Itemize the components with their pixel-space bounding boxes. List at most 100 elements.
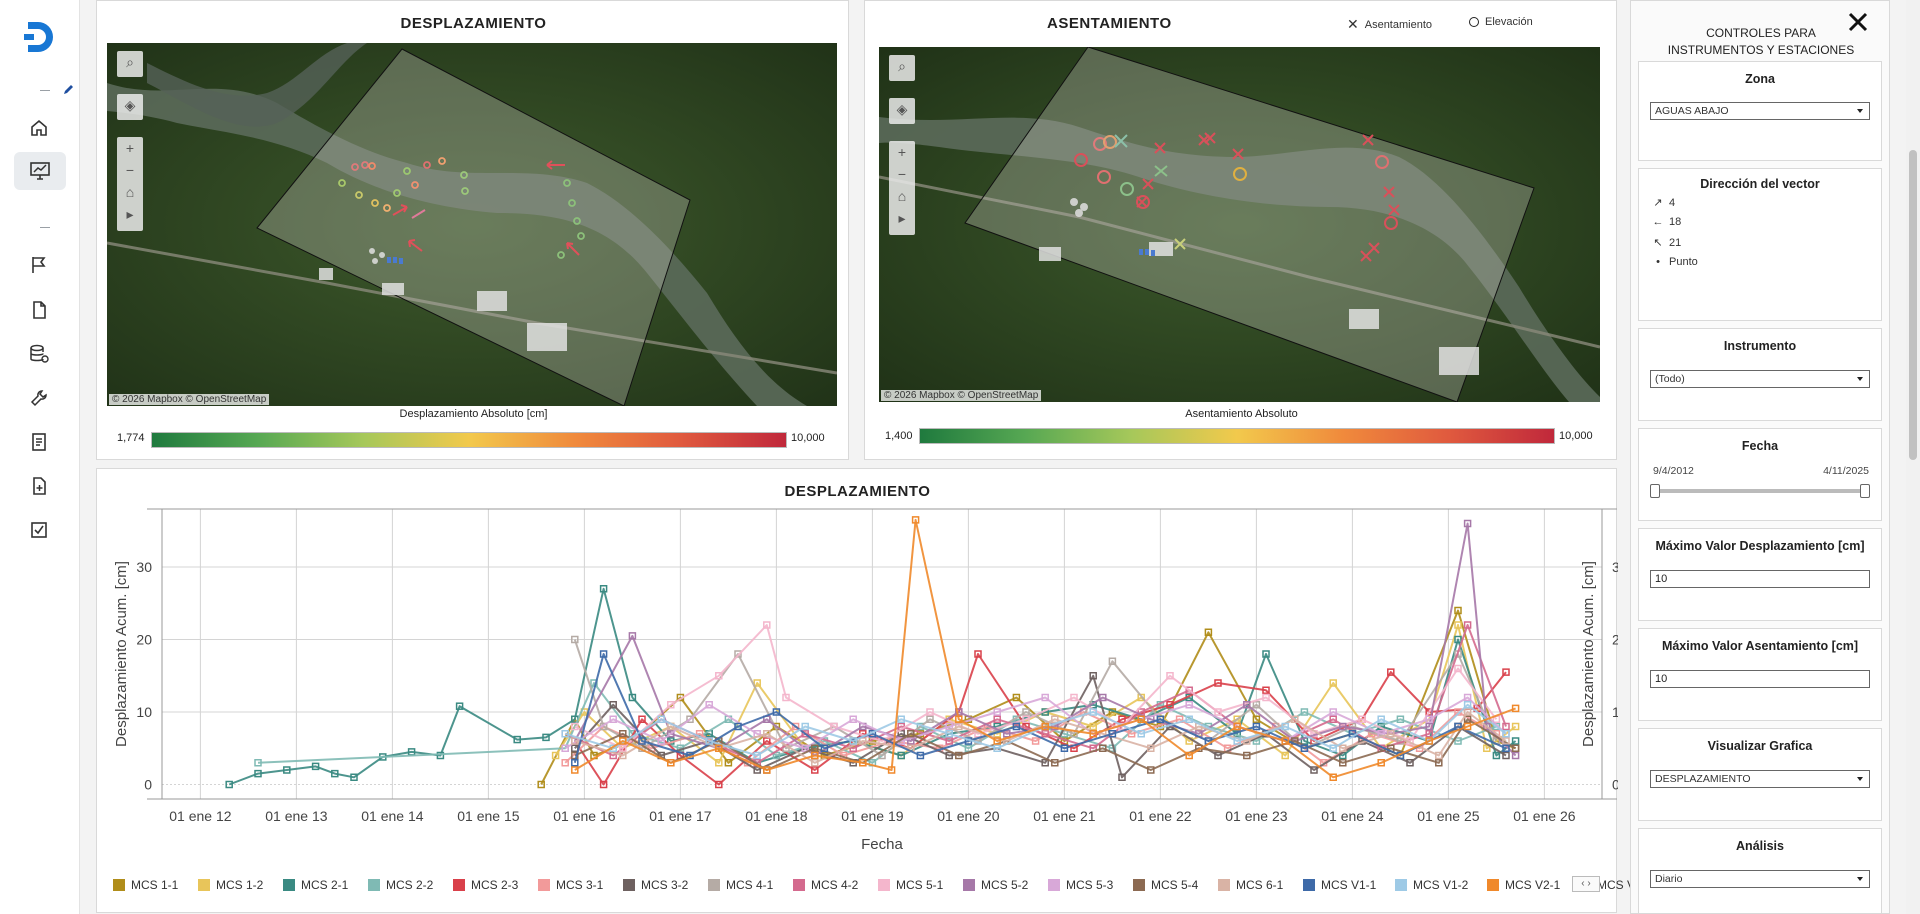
max-desplazamiento-input[interactable]: 10	[1650, 570, 1870, 588]
scrollbar-thumb[interactable]	[1909, 150, 1917, 460]
home-view-icon[interactable]: ⌂	[897, 188, 907, 204]
series-line-mcs-5-2[interactable]	[573, 522, 1517, 757]
data-point[interactable]	[1502, 744, 1510, 752]
data-point[interactable]	[542, 733, 550, 742]
data-point[interactable]	[1252, 715, 1261, 723]
data-point[interactable]	[1166, 701, 1174, 709]
data-point[interactable]	[887, 766, 896, 774]
legend-item[interactable]: MCS 1-2	[198, 878, 263, 892]
data-point[interactable]	[686, 715, 694, 723]
data-point[interactable]	[571, 722, 579, 731]
series-line-mcs-4-1[interactable]	[573, 639, 1498, 757]
data-point[interactable]	[1041, 759, 1049, 767]
data-point[interactable]	[350, 773, 358, 781]
data-point[interactable]	[1031, 737, 1040, 745]
data-point[interactable]	[955, 722, 963, 731]
legend-item[interactable]: MCS 3-1	[538, 878, 603, 892]
data-point[interactable]	[1377, 715, 1385, 723]
data-point[interactable]	[1233, 722, 1241, 731]
data-point[interactable]	[1358, 715, 1366, 723]
data-point[interactable]	[436, 751, 445, 760]
data-point[interactable]	[1291, 715, 1299, 723]
analisis-select[interactable]: Diario	[1650, 870, 1870, 888]
legend-item[interactable]: MCS 4-1	[708, 878, 773, 892]
data-point[interactable]	[571, 737, 579, 745]
data-point[interactable]	[724, 759, 733, 767]
data-point[interactable]	[1339, 759, 1347, 767]
data-point[interactable]	[1185, 751, 1193, 760]
data-point[interactable]	[734, 722, 742, 731]
zoom-out-icon[interactable]: −	[125, 162, 135, 178]
data-point[interactable]	[1425, 737, 1433, 745]
data-point[interactable]	[1022, 715, 1030, 723]
data-point[interactable]	[897, 715, 905, 723]
data-point[interactable]	[1233, 737, 1241, 745]
data-point[interactable]	[1137, 730, 1145, 738]
nav-flag[interactable]	[24, 250, 54, 280]
data-point[interactable]	[1463, 708, 1472, 716]
data-point[interactable]	[1463, 715, 1472, 723]
data-point[interactable]	[331, 769, 339, 778]
data-point[interactable]	[763, 766, 771, 774]
series-line-mcs-v2-1[interactable]	[574, 518, 1516, 779]
data-point[interactable]	[667, 701, 675, 709]
data-point[interactable]	[849, 715, 857, 723]
legend-item[interactable]: MCS 3-2	[623, 878, 688, 892]
data-point[interactable]	[1147, 744, 1155, 752]
data-point[interactable]	[455, 702, 464, 710]
data-point[interactable]	[619, 737, 627, 745]
visualizar-select[interactable]: DESPLAZAMIENTO	[1650, 770, 1870, 788]
data-point[interactable]	[1463, 621, 1472, 629]
data-point[interactable]	[667, 730, 675, 738]
data-point[interactable]	[1041, 722, 1049, 731]
data-point[interactable]	[1214, 751, 1222, 760]
data-point[interactable]	[801, 730, 809, 738]
data-point[interactable]	[1214, 708, 1222, 716]
data-point[interactable]	[753, 766, 761, 774]
data-point[interactable]	[254, 759, 262, 767]
data-point[interactable]	[1070, 693, 1078, 702]
map-search-button[interactable]: ⌕	[117, 51, 143, 77]
play-icon[interactable]: ▸	[898, 210, 906, 226]
map-search-button[interactable]: ⌕	[889, 55, 915, 81]
data-point[interactable]	[1243, 751, 1251, 760]
data-point[interactable]	[1511, 744, 1520, 752]
data-point[interactable]	[926, 715, 934, 723]
data-point[interactable]	[1233, 715, 1241, 723]
series-line-mcs-5-3[interactable]	[564, 696, 1507, 750]
data-point[interactable]	[1262, 686, 1270, 694]
data-point[interactable]	[1502, 722, 1510, 731]
legend-scroll-buttons[interactable]: ‹ ›	[1572, 876, 1600, 892]
data-point[interactable]	[1118, 773, 1126, 781]
data-point[interactable]	[916, 751, 925, 760]
series-line-mcs-2-2[interactable]	[257, 682, 1497, 764]
chevron-left-icon[interactable]: ‹	[1581, 878, 1585, 889]
data-point[interactable]	[1243, 701, 1251, 709]
data-point[interactable]	[513, 735, 521, 744]
legend-item[interactable]: MCS 2-3	[453, 878, 518, 892]
data-point[interactable]	[1329, 773, 1337, 781]
data-point[interactable]	[1377, 759, 1385, 767]
data-point[interactable]	[820, 744, 829, 752]
data-point[interactable]	[1454, 621, 1462, 629]
data-point[interactable]	[1329, 715, 1337, 723]
data-point[interactable]	[1511, 751, 1520, 760]
data-point[interactable]	[993, 715, 1001, 723]
data-point[interactable]	[811, 744, 819, 752]
data-point[interactable]	[715, 744, 723, 752]
data-point[interactable]	[1041, 693, 1049, 702]
data-point[interactable]	[1425, 722, 1433, 731]
data-point[interactable]	[1089, 672, 1097, 680]
data-point[interactable]	[1435, 759, 1443, 767]
data-point[interactable]	[1463, 701, 1472, 709]
data-point[interactable]	[1511, 704, 1520, 713]
data-point[interactable]	[599, 650, 608, 658]
chevron-right-icon[interactable]: ›	[1587, 878, 1591, 889]
series-line-mcs-v1-1[interactable]	[573, 653, 1507, 764]
data-point[interactable]	[849, 737, 857, 745]
map-asentamiento[interactable]: ⌕ ◈ + − ⌂ ▸ © 2026 Mapbox © OpenStreetMa…	[879, 47, 1600, 402]
data-point[interactable]	[1454, 737, 1462, 745]
data-point[interactable]	[1214, 679, 1222, 687]
data-point[interactable]	[619, 744, 627, 752]
data-point[interactable]	[811, 751, 819, 760]
